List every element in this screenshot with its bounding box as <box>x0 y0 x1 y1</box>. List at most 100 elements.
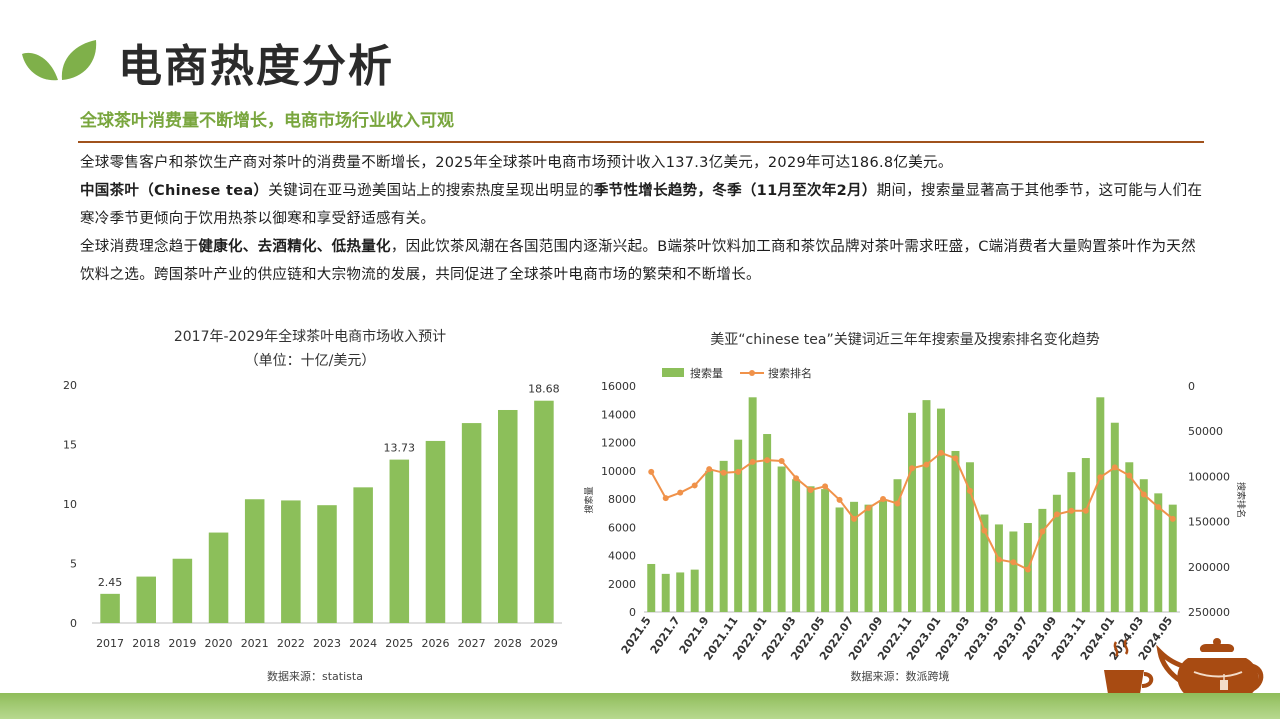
line-point <box>1024 566 1031 573</box>
line-point <box>909 465 915 472</box>
x-tick-label: 2029 <box>530 637 558 650</box>
x-tick-label: 2023 <box>313 637 341 650</box>
legend-label-search-rank: 搜索排名 <box>768 366 812 380</box>
legend-marker-search-rank <box>749 370 755 376</box>
line-point <box>793 475 800 482</box>
line-point <box>706 466 713 473</box>
line-point <box>966 487 973 494</box>
bar <box>908 412 916 612</box>
line-point <box>923 461 930 468</box>
x-tick-label: 2022 <box>277 637 305 650</box>
chart2-source: 数据来源：数派跨境 <box>850 670 950 683</box>
x-tick-label: 2021 <box>241 637 269 650</box>
bold-text: 季节性增长趋势，冬季（11月至次年2月） <box>593 183 877 199</box>
paragraph: 中国茶叶（Chinese tea）关键词在亚马逊美国站上的搜索热度呈现出明显的季… <box>80 177 1204 233</box>
bar <box>172 558 193 623</box>
y2-tick-label: 100000 <box>1188 470 1230 483</box>
data-label: 2.45 <box>98 576 123 589</box>
y-axis-label: 搜索量 <box>583 486 595 513</box>
line-point <box>952 455 959 462</box>
line-point <box>894 500 901 507</box>
y2-tick-label: 0 <box>1188 380 1195 393</box>
y-tick-label: 8000 <box>608 493 636 506</box>
bar <box>748 397 757 612</box>
y-tick-label: 0 <box>70 617 77 630</box>
y2-tick-label: 50000 <box>1188 425 1223 438</box>
bar <box>777 466 786 612</box>
y-tick-label: 2000 <box>608 578 636 591</box>
footer-bar <box>0 693 1280 719</box>
chart2-title: 美亚“chinese tea”关键词近三年年搜索量及搜索排名变化趋势 <box>710 332 1100 348</box>
paragraph: 全球消费理念趋于健康化、去酒精化、低热量化，因此饮茶风潮在各国范围内逐渐兴起。B… <box>80 233 1204 289</box>
line-point <box>822 483 829 490</box>
text-run: 关键词在亚马逊美国站上的搜索热度呈现出明显的 <box>268 183 594 199</box>
x-tick-label: 2025 <box>385 637 413 650</box>
bar <box>1067 472 1076 612</box>
chart1-title: 2017年-2029年全球茶叶电商市场收入预计 <box>173 329 447 345</box>
line-point <box>764 457 771 464</box>
bar <box>922 400 931 612</box>
bar <box>534 400 554 623</box>
bar <box>425 440 446 623</box>
line-point <box>691 482 698 489</box>
bar <box>1009 531 1018 612</box>
y-tick-label: 6000 <box>608 521 636 534</box>
y-tick-label: 12000 <box>601 437 636 450</box>
legend-swatch-search-volume <box>662 368 684 377</box>
y-tick-label: 0 <box>629 606 636 619</box>
teapot-icon <box>1156 638 1264 700</box>
bar <box>676 572 685 612</box>
chart1-source: 数据来源：statista <box>267 670 363 683</box>
bar <box>244 499 265 623</box>
bar <box>317 505 337 623</box>
x-tick-label: 2017 <box>96 637 124 650</box>
y2-axis-label: 搜索排名 <box>1235 482 1247 518</box>
line-point <box>880 496 887 502</box>
line-point <box>981 527 988 534</box>
bar <box>734 439 743 612</box>
page-title: 电商热度分析 <box>118 41 394 92</box>
line-point <box>1169 515 1176 522</box>
data-label: 18.68 <box>528 383 560 396</box>
line-point <box>1111 464 1118 471</box>
bar <box>498 409 518 623</box>
y-tick-label: 14000 <box>601 408 636 421</box>
line-point <box>1097 474 1104 481</box>
line-point <box>851 515 858 522</box>
line-point <box>1082 507 1089 514</box>
bar <box>1154 493 1163 612</box>
bar <box>951 450 960 612</box>
text-run: ，因此饮茶风潮在各国范围内逐渐兴起。B端茶叶饮料加工商和茶饮品牌对茶叶需求旺盛，… <box>80 239 1196 283</box>
y-tick-label: 10 <box>63 498 77 511</box>
line-point <box>836 496 843 503</box>
bar <box>1096 397 1105 612</box>
line-point <box>749 458 756 465</box>
bar <box>821 489 830 612</box>
bar <box>281 500 301 623</box>
bar <box>1052 494 1061 612</box>
bold-text: 健康化、去酒精化、低热量化 <box>198 239 391 255</box>
bar <box>980 514 989 612</box>
teaware-illustration <box>1102 638 1264 700</box>
bar <box>1168 504 1177 612</box>
bar <box>1110 422 1119 612</box>
line-point <box>807 486 814 493</box>
y-tick-label: 4000 <box>608 550 636 563</box>
chart1-title-block: 2017年-2029年全球茶叶电商市场收入预计 （单位：十亿/美元） <box>90 325 530 373</box>
y-tick-label: 15 <box>63 439 77 452</box>
bar <box>705 470 714 612</box>
bar <box>389 459 410 623</box>
y2-tick-label: 150000 <box>1188 516 1230 529</box>
header-divider <box>78 141 1204 143</box>
line-point <box>677 489 684 496</box>
x-tick-label: 2027 <box>458 637 486 650</box>
bar <box>864 504 873 612</box>
line-point <box>720 469 727 476</box>
bar <box>461 423 482 623</box>
line-point <box>1140 491 1147 498</box>
line-point <box>778 458 785 465</box>
y2-tick-label: 250000 <box>1188 606 1230 619</box>
text-run: 全球消费理念趋于 <box>80 239 199 255</box>
bold-text: 中国茶叶（Chinese tea） <box>80 183 269 199</box>
